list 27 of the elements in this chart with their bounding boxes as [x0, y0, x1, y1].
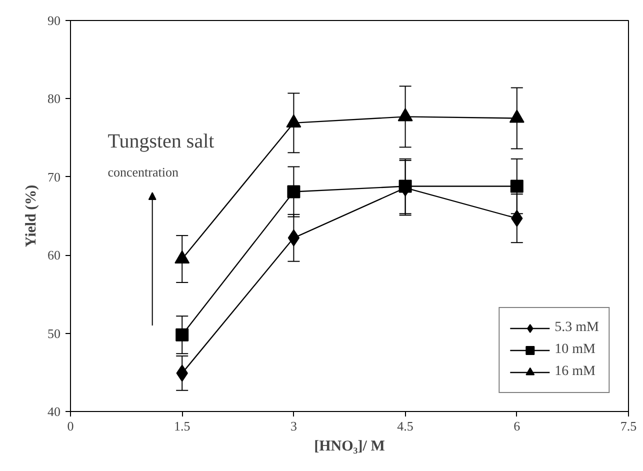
legend-label: 16 mM — [554, 364, 596, 380]
y-tick-label: 70 — [48, 169, 60, 184]
point — [287, 185, 300, 198]
x-tick-label: 4.5 — [397, 418, 414, 434]
point — [510, 180, 524, 193]
point — [288, 229, 300, 246]
y-tick-label: 60 — [48, 248, 60, 263]
y-tick-label: 90 — [48, 13, 60, 28]
y-tick-label: 40 — [48, 404, 60, 419]
y-axis-title: Yield (%) — [24, 184, 40, 248]
annotation: Tungsten salt — [108, 130, 215, 153]
x-axis-title: [HNO₃]/ M — [314, 438, 385, 454]
x-tick-label: 1.5 — [174, 418, 190, 434]
point — [176, 328, 189, 342]
point — [509, 110, 524, 123]
legend-label: 5.3 mM — [554, 320, 599, 336]
legend-label: 10 mM — [554, 342, 596, 358]
point — [398, 108, 413, 122]
x-tick-label: 3 — [290, 418, 297, 434]
x-tick-label: 7.5 — [620, 418, 637, 434]
y-tick-label: 50 — [48, 326, 60, 341]
y-tick-label: 80 — [48, 91, 60, 106]
x-tick-label: 0 — [67, 418, 74, 434]
x-tick-label: 6 — [514, 418, 521, 434]
point — [286, 114, 302, 128]
annotation: concentration — [108, 164, 179, 180]
point — [398, 180, 412, 193]
